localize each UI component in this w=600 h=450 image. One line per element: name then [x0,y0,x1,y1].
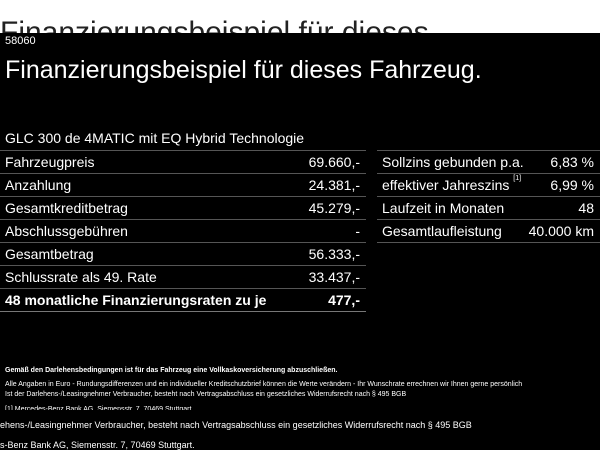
row-label: Laufzeit in Monaten [382,200,505,216]
ghost-footer: ehens-/Leasingnehmer Verbraucher, besteh… [0,410,600,450]
row-value: - [355,223,360,239]
row-label: Gesamtkreditbetrag [5,200,128,216]
table-row: effektiver Jahreszins [1] 6,99 % [377,173,600,196]
row-label: Anzahlung [5,177,72,193]
ghost-line: ehens-/Leasingnehmer Verbraucher, besteh… [0,420,472,430]
row-label: effektiver Jahreszins [1] [377,174,521,196]
row-label: Gesamtbetrag [5,246,94,262]
row-value: 24.381,- [308,177,360,193]
lender-address: Mercedes-Benz Bank AG, Siemensstr. 7, 70… [15,406,194,413]
financing-table: Fahrzeugpreis 69.660,- Anzahlung 24.381,… [0,150,366,312]
table-row: Schlussrate als 49. Rate 33.437,- [0,265,366,288]
financing-panel: 58060 Finanzierungsbeispiel für dieses F… [0,33,600,419]
row-label-text: effektiver Jahreszins [382,177,510,193]
monthly-rate-row: 48 monatliche Finanzierungsraten zu je 4… [0,288,366,312]
row-value: 69.660,- [308,154,360,170]
row-value: 6,99 % [550,177,594,193]
lender-reference: [1] Mercedes-Benz Bank AG, Siemensstr. 7… [5,405,595,415]
row-label: Fahrzeugpreis [5,154,95,170]
table-row: Gesamtkreditbetrag 45.279,- [0,196,366,219]
page-title: Finanzierungsbeispiel für dieses Fahrzeu… [5,56,482,84]
interest-table: Sollzins gebunden p.a. 6,83 % effektiver… [377,150,600,243]
row-value: 477,- [328,292,360,308]
footnote-marker: [1] [513,175,522,182]
footnotes: Gemäß den Darlehensbedingungen ist für d… [5,366,595,415]
table-row: Laufzeit in Monaten 48 [377,196,600,219]
table-row: Fahrzeugpreis 69.660,- [0,150,366,173]
table-row: Gesamtbetrag 56.333,- [0,242,366,265]
offer-code: 58060 [5,35,36,47]
insurance-note: Gemäß den Darlehensbedingungen ist für d… [5,367,338,374]
row-label: 48 monatliche Finanzierungsraten zu je [5,292,267,308]
vehicle-model: GLC 300 de 4MATIC mit EQ Hybrid Technolo… [5,130,305,146]
row-label: Schlussrate als 49. Rate [5,269,157,285]
row-value: 33.437,- [308,269,360,285]
row-label: Abschlussgebühren [5,223,128,239]
row-value: 6,83 % [550,154,594,170]
table-row: Gesamtlaufleistung 40.000 km [377,219,600,243]
table-row: Abschlussgebühren - [0,219,366,242]
footnote-marker: [1] [5,406,13,413]
row-value: 45.279,- [308,200,360,216]
row-value: 56.333,- [308,246,360,262]
withdrawal-note: Ist der Darlehens-/Leasingnehmer Verbrau… [5,391,407,398]
ghost-line: s-Benz Bank AG, Siemensstr. 7, 70469 Stu… [0,440,195,450]
row-value: 48 [578,200,594,216]
table-row: Sollzins gebunden p.a. 6,83 % [377,150,600,173]
table-row: Anzahlung 24.381,- [0,173,366,196]
row-label: Gesamtlaufleistung [382,223,502,239]
rounding-note: Alle Angaben in Euro - Rundungsdifferenz… [5,381,523,388]
row-label: Sollzins gebunden p.a. [382,154,524,170]
row-value: 40.000 km [528,223,594,239]
